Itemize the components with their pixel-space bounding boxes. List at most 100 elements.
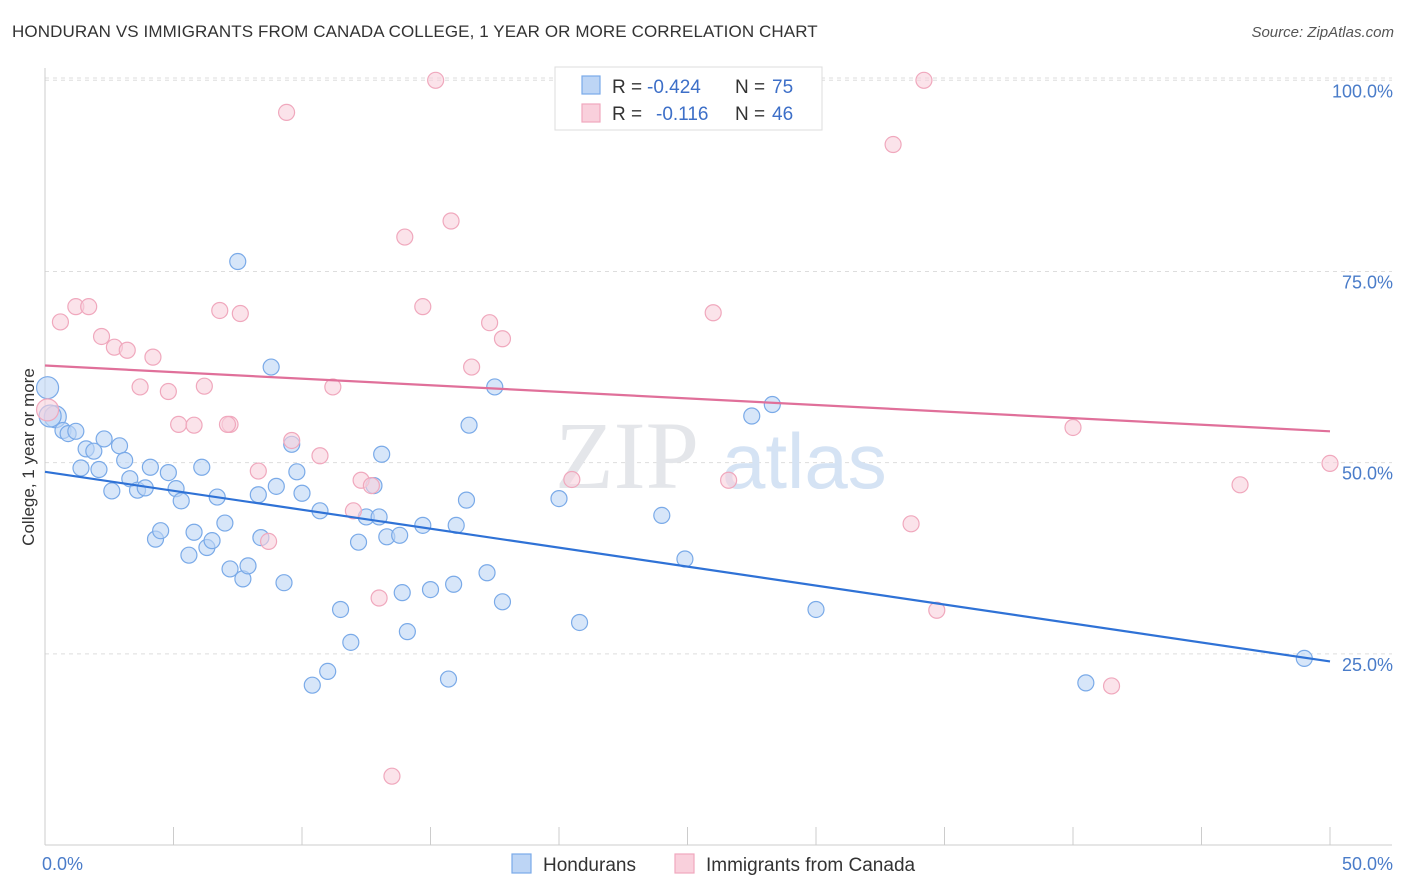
- point-series-0-62: [478, 564, 496, 582]
- point-series-1-39: [928, 601, 946, 619]
- point-series-0-57: [439, 670, 458, 688]
- stats-legend-r-hondurans: -0.424: [647, 77, 701, 98]
- point-series-0-70: [763, 395, 781, 414]
- point-series-0-4: [67, 422, 85, 440]
- stats-legend-n-label-canada: N =: [735, 104, 765, 125]
- point-series-1-45: [218, 415, 237, 434]
- point-series-0-29: [221, 560, 239, 578]
- point-series-0-5: [72, 459, 90, 477]
- point-series-0-22: [180, 546, 198, 564]
- x-ticks: [44, 827, 1331, 845]
- point-series-0-60: [457, 491, 476, 509]
- point-series-1-34: [704, 304, 722, 322]
- point-series-0-67: [653, 506, 671, 525]
- point-series-1-41: [1102, 677, 1121, 695]
- point-series-1-20: [324, 378, 342, 396]
- point-series-1-17: [259, 532, 278, 551]
- point-series-0-28: [216, 514, 234, 532]
- point-series-1-37: [902, 515, 920, 533]
- point-series-1-24: [383, 767, 401, 785]
- point-series-1-35: [720, 471, 738, 489]
- series-legend-label-hondurans: Hondurans: [543, 855, 636, 876]
- point-series-0-54: [398, 623, 416, 641]
- point-series-1-11: [185, 416, 203, 434]
- point-series-1-3: [80, 298, 98, 316]
- point-series-0-12: [116, 451, 134, 469]
- point-series-1-38: [915, 71, 933, 89]
- series-legend-swatch-canada: [674, 853, 695, 874]
- y-tick-label-1: 50.0%: [1342, 464, 1393, 484]
- point-series-0-50: [373, 445, 391, 463]
- point-series-0-69: [743, 407, 761, 425]
- point-series-1-42: [1231, 476, 1249, 494]
- point-series-0-52: [391, 526, 409, 544]
- point-series-0-35: [262, 358, 280, 376]
- point-series-1-13: [211, 301, 229, 320]
- point-series-1-28: [442, 212, 460, 230]
- x-tick-labels: 0.0% 50.0%: [42, 854, 1393, 874]
- point-series-0-39: [288, 463, 306, 481]
- point-series-0-21: [172, 492, 190, 510]
- point-series-0-65: [550, 489, 568, 508]
- point-series-0-33: [249, 486, 267, 504]
- point-series-1-44: [362, 476, 380, 495]
- point-series-1-7: [131, 378, 149, 396]
- x-tick-label-0: 0.0%: [42, 854, 83, 874]
- point-series-1-0: [35, 398, 60, 422]
- point-series-0-46: [349, 533, 368, 551]
- point-series-1-32: [277, 103, 296, 122]
- x-tick-label-1: 50.0%: [1342, 854, 1393, 874]
- point-series-0-61: [460, 416, 478, 434]
- point-series-1-33: [563, 470, 581, 489]
- point-series-1-26: [414, 298, 432, 316]
- trend-line-series-0: [44, 470, 1331, 663]
- point-series-1-9: [159, 382, 177, 401]
- axes: [44, 68, 1392, 846]
- point-series-1-19: [311, 447, 329, 465]
- watermark-zip: ZIP: [555, 402, 699, 509]
- point-series-0-19: [159, 463, 177, 482]
- point-series-0-26: [203, 532, 221, 550]
- series-legend: Hondurans Immigrants from Canada: [511, 853, 916, 876]
- point-series-0-30: [229, 252, 247, 271]
- point-series-0-44: [331, 600, 350, 619]
- point-series-1-31: [493, 330, 512, 348]
- series-legend-swatch-hondurans: [511, 853, 532, 874]
- stats-legend: R = -0.424 N = 75 R = -0.116 N = 46: [554, 66, 823, 131]
- point-series-0-10: [103, 482, 121, 500]
- point-series-1-29: [463, 358, 481, 376]
- y-tick-label-0: 25.0%: [1342, 655, 1393, 675]
- series-legend-label-canada: Immigrants from Canada: [706, 855, 916, 876]
- point-series-0-24: [193, 458, 211, 476]
- point-series-0-32: [239, 557, 257, 575]
- point-series-0-36: [267, 477, 285, 495]
- point-series-1-18: [283, 431, 301, 450]
- chart-source: Source: ZipAtlas.com: [1251, 24, 1394, 41]
- point-series-0-42: [303, 676, 321, 694]
- trend-lines: [44, 364, 1331, 663]
- point-series-0-53: [393, 584, 411, 602]
- stats-legend-swatch-canada: [581, 103, 601, 123]
- point-series-0-8: [90, 460, 108, 479]
- trend-line-series-1: [44, 364, 1331, 433]
- stats-legend-n-hondurans: 75: [772, 77, 793, 98]
- point-series-0-16: [141, 458, 159, 476]
- point-series-1-25: [396, 228, 414, 246]
- y-axis-title: College, 1 year or more: [19, 368, 38, 546]
- stats-legend-swatch-hondurans: [581, 75, 601, 95]
- point-series-1-16: [249, 462, 267, 480]
- point-series-0-18: [152, 522, 170, 540]
- watermark-atlas: atlas: [722, 417, 887, 505]
- point-series-0-71: [807, 600, 825, 619]
- point-series-1-8: [144, 348, 162, 366]
- point-series-0-64: [493, 593, 512, 611]
- point-series-1-6: [118, 341, 136, 359]
- y-tick-labels: 25.0% 50.0% 75.0% 100.0%: [1332, 81, 1393, 675]
- stats-legend-n-label-hondurans: N =: [735, 77, 765, 98]
- point-series-1-4: [92, 327, 111, 346]
- point-series-1-43: [1321, 454, 1339, 473]
- point-series-0-63: [486, 378, 504, 396]
- point-series-0-66: [570, 613, 589, 632]
- point-series-1-40: [1064, 418, 1082, 437]
